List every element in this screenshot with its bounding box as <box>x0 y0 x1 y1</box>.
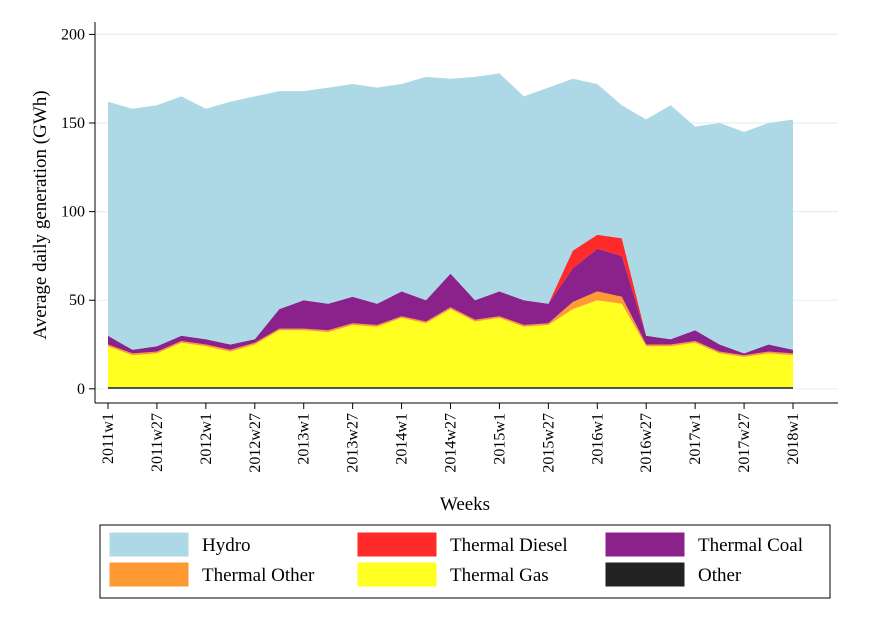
legend-swatch <box>109 562 189 587</box>
x-tick-label: 2014w1 <box>394 413 411 465</box>
x-tick-label: 2012w1 <box>198 413 215 465</box>
x-tick-label: 2016w1 <box>589 413 606 465</box>
legend-swatch <box>109 532 189 557</box>
legend-label: Hydro <box>202 535 251 556</box>
x-tick-label: 2014w27 <box>443 413 460 473</box>
x-tick-label: 2011w1 <box>100 413 117 464</box>
plot-area <box>95 33 838 390</box>
x-tick-label: 2013w27 <box>345 413 362 473</box>
x-tick-label: 2015w27 <box>540 413 557 473</box>
x-tick-label: 2015w1 <box>491 413 508 465</box>
x-tick-label: 2012w27 <box>247 413 264 473</box>
legend-label: Thermal Coal <box>698 535 803 556</box>
legend-label: Thermal Other <box>202 565 315 586</box>
y-tick-label: 0 <box>77 381 85 398</box>
x-tick-label: 2011w27 <box>149 413 166 472</box>
area <box>108 248 793 356</box>
y-axis-title: Average daily generation (GWh) <box>30 90 51 339</box>
x-tick-label: 2018w1 <box>785 413 802 465</box>
x-tick-label: 2013w1 <box>296 413 313 465</box>
area <box>108 300 793 388</box>
legend-swatch <box>605 562 685 587</box>
y-tick-label: 200 <box>61 26 85 43</box>
legend-label: Thermal Gas <box>450 565 549 586</box>
x-tick-label: 2017w27 <box>736 413 753 473</box>
x-tick-label: 2016w27 <box>638 413 655 473</box>
y-tick-label: 50 <box>69 292 85 309</box>
legend-label: Other <box>698 565 742 586</box>
y-tick-label: 150 <box>61 115 85 132</box>
legend-swatch <box>605 532 685 557</box>
legend-swatch <box>357 562 437 587</box>
x-tick-label: 2017w1 <box>687 413 704 465</box>
legend-label: Thermal Diesel <box>450 535 568 556</box>
legend <box>99 524 831 599</box>
legend-swatch <box>357 532 437 557</box>
x-axis-title: Weeks <box>440 494 490 515</box>
area <box>108 73 793 354</box>
y-tick-label: 100 <box>61 204 85 221</box>
area <box>108 387 793 389</box>
